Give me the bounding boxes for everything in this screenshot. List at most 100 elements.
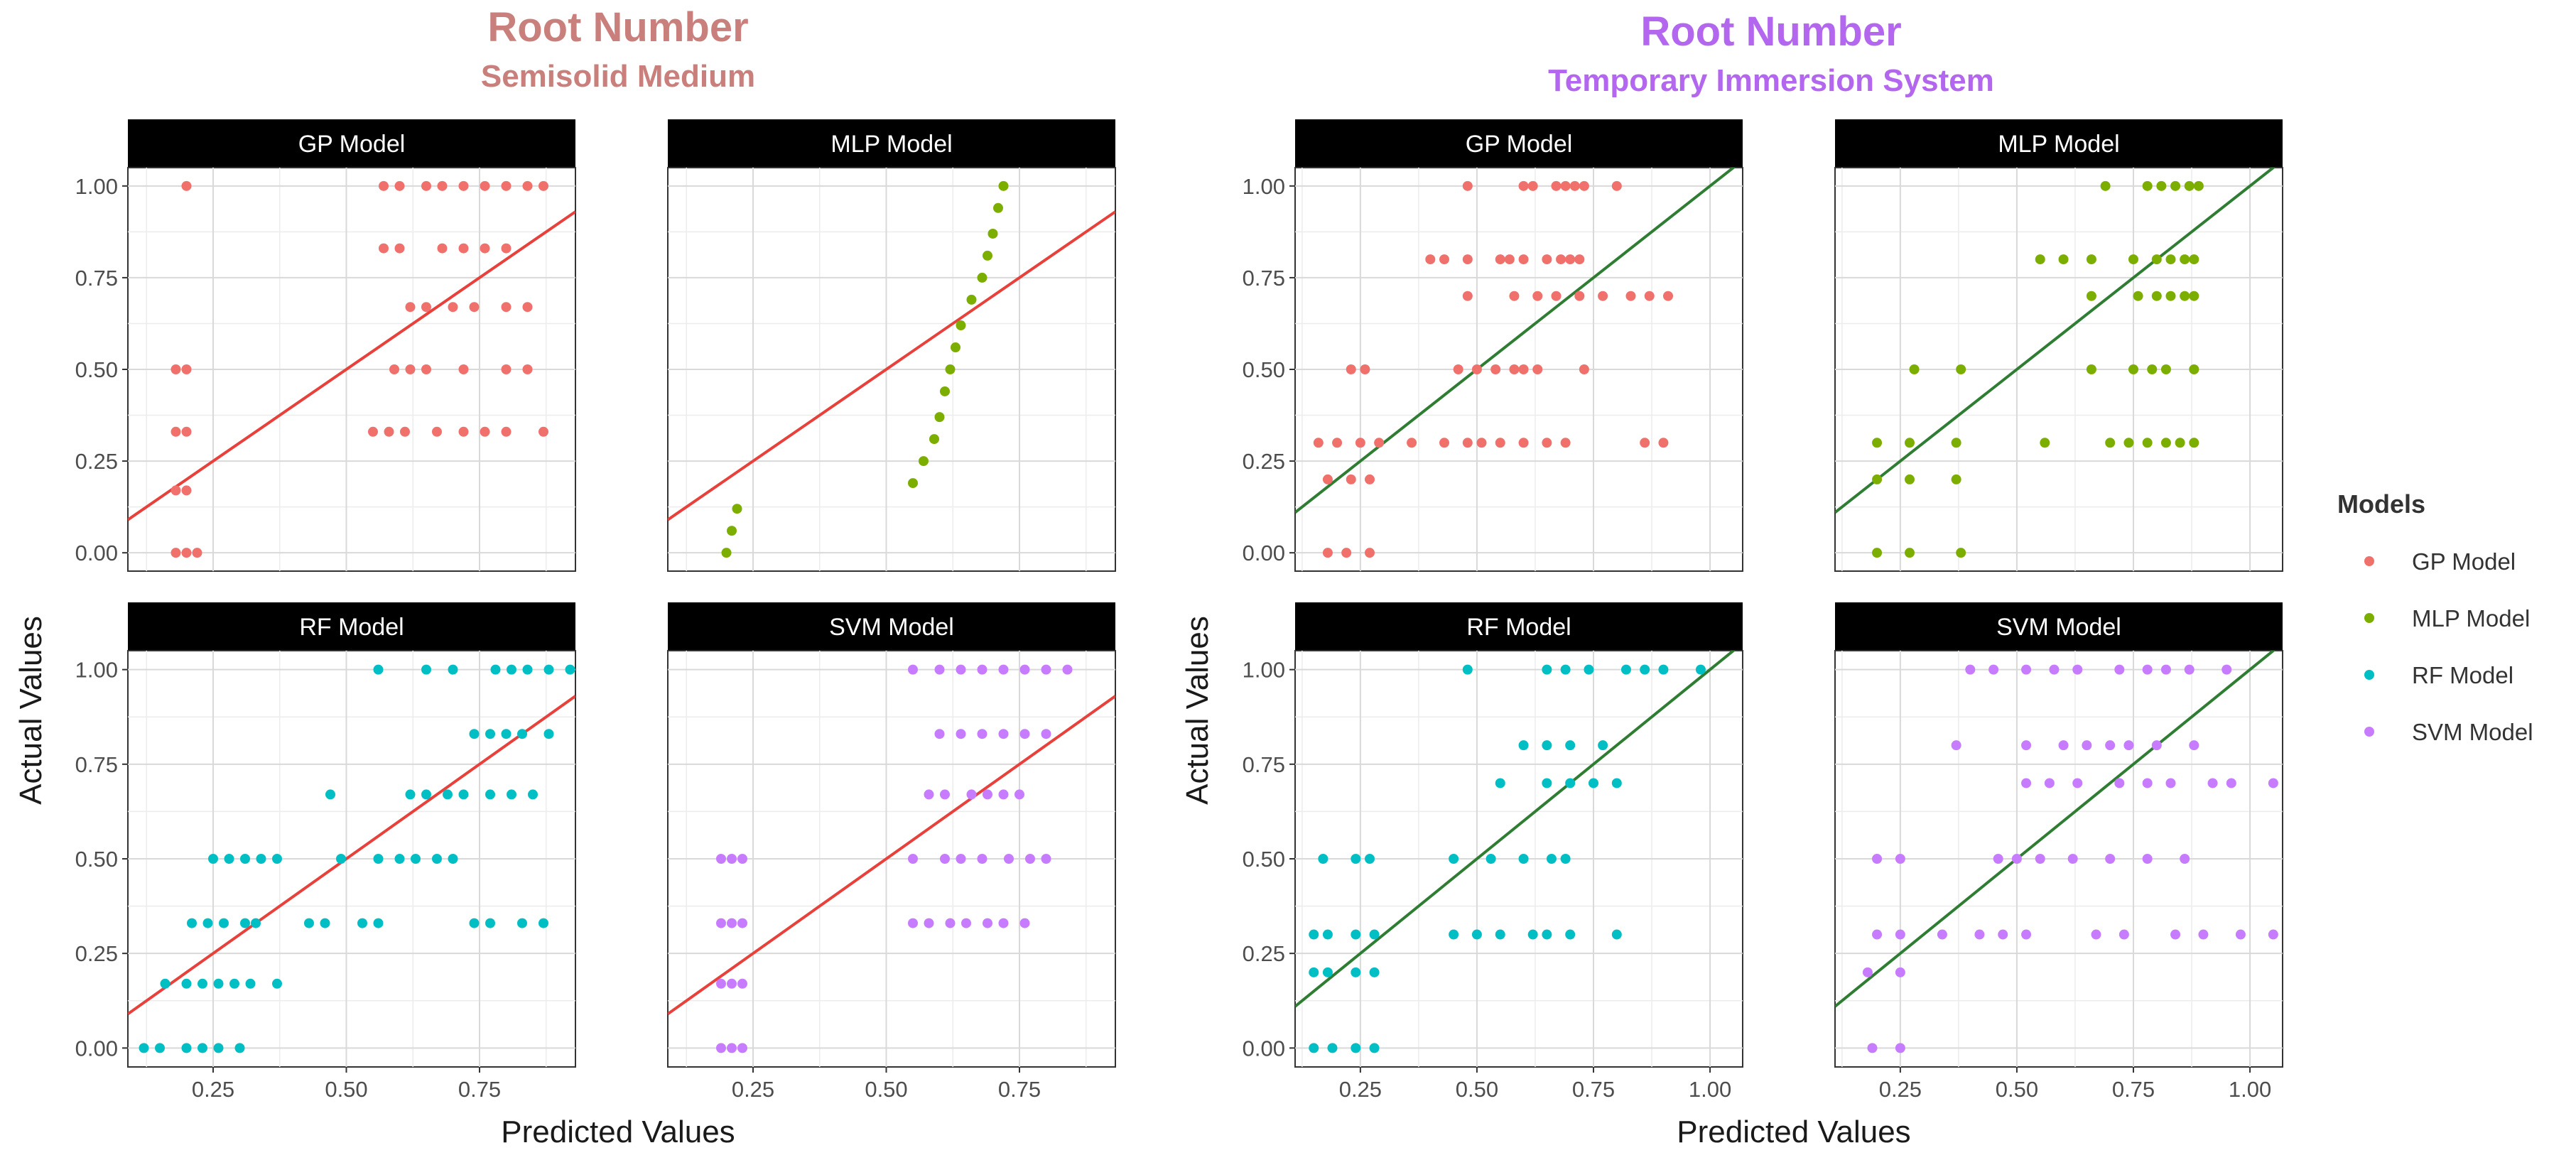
data-point <box>480 243 490 254</box>
data-point <box>432 426 442 437</box>
data-point <box>1327 1043 1338 1053</box>
data-point <box>1658 664 1669 675</box>
data-point <box>1895 967 1905 977</box>
panel-strip <box>1295 602 1743 651</box>
data-point <box>1579 364 1589 374</box>
data-point <box>1495 438 1505 448</box>
data-point <box>1532 364 1543 374</box>
data-point <box>485 789 495 800</box>
data-point <box>1867 1043 1878 1053</box>
data-point <box>501 302 512 313</box>
data-point <box>437 180 448 191</box>
data-point <box>934 729 945 739</box>
panel-strip <box>128 119 575 168</box>
panel-title: GP Model <box>1466 131 1573 158</box>
data-point <box>1041 729 1051 739</box>
fit-line <box>128 695 575 1016</box>
data-point <box>336 854 346 864</box>
y-tick-label: 0.50 <box>75 847 118 872</box>
data-point <box>1062 664 1073 675</box>
fit-line <box>1835 168 2276 514</box>
data-point <box>716 854 726 864</box>
data-point <box>197 978 207 989</box>
panel-strip <box>668 119 1115 168</box>
panel-title: MLP Model <box>1998 131 2119 158</box>
data-point <box>1574 254 1585 265</box>
data-point <box>1019 729 1030 739</box>
data-point <box>1004 854 1014 864</box>
data-point <box>181 364 192 374</box>
data-point <box>1462 438 1473 448</box>
data-point <box>394 180 405 191</box>
panel-strip <box>1835 119 2283 168</box>
data-point <box>737 854 747 864</box>
data-point <box>507 789 516 800</box>
legend-label: SVM Model <box>2412 719 2533 745</box>
data-point <box>458 789 469 800</box>
data-point <box>2091 929 2101 940</box>
data-point <box>181 426 192 437</box>
data-point <box>737 918 747 928</box>
data-point <box>908 854 918 864</box>
fit-line <box>128 210 575 521</box>
data-point <box>528 789 538 800</box>
data-point <box>977 729 987 739</box>
data-point <box>192 548 202 558</box>
data-point <box>1551 180 1562 191</box>
y-tick-label: 0.75 <box>75 752 118 777</box>
data-point <box>998 180 1009 191</box>
y-tick-label: 0.00 <box>75 1036 118 1061</box>
legend-key <box>2364 556 2374 566</box>
data-point <box>1905 474 1915 484</box>
data-point <box>1556 254 1566 265</box>
data-point <box>1560 664 1571 675</box>
panel-mlp: MLP Model <box>667 119 1116 572</box>
x-tick-label: 0.25 <box>192 1077 234 1102</box>
data-point <box>1532 291 1543 301</box>
data-point <box>1360 364 1370 374</box>
panel-rf: RF Model 0.00 0.25 0.50 0.75 1.00 0.25 0.50 0.75 <box>75 602 576 1102</box>
data-point <box>2128 364 2138 374</box>
data-point <box>1369 967 1380 977</box>
x-tick-label: 0.75 <box>2112 1077 2155 1102</box>
data-point <box>1542 929 1552 940</box>
data-point <box>1625 291 1636 301</box>
data-point <box>2086 254 2096 265</box>
data-point <box>1476 438 1487 448</box>
data-point <box>187 918 197 928</box>
data-point <box>908 918 918 928</box>
data-point <box>2021 929 2032 940</box>
data-point <box>919 456 929 467</box>
data-point <box>1905 548 1915 558</box>
data-point <box>2128 254 2138 265</box>
data-point <box>908 478 918 489</box>
data-point <box>1560 438 1571 448</box>
data-point <box>2221 664 2232 675</box>
data-point <box>2021 778 2032 788</box>
data-point <box>727 918 737 928</box>
data-point <box>1309 1043 1319 1053</box>
data-point <box>956 664 966 675</box>
data-point <box>1351 967 1361 977</box>
data-point <box>2142 778 2153 788</box>
x-tick-label: 1.00 <box>1689 1077 1731 1102</box>
data-point <box>171 426 181 437</box>
x-tick-label: 0.75 <box>1572 1077 1615 1102</box>
data-point <box>1658 438 1669 448</box>
data-point <box>543 729 554 739</box>
data-point <box>1365 548 1375 558</box>
data-point <box>2021 664 2032 675</box>
data-point <box>421 789 431 800</box>
data-point <box>181 548 192 558</box>
data-point <box>1565 254 1576 265</box>
data-point <box>1322 474 1333 484</box>
data-point <box>171 548 181 558</box>
panel-title: GP Model <box>298 131 406 158</box>
data-point <box>1462 664 1473 675</box>
data-point <box>2175 438 2185 448</box>
data-point <box>400 426 410 437</box>
data-point <box>1439 254 1449 265</box>
data-point <box>2160 438 2171 448</box>
data-point <box>1485 854 1496 864</box>
data-point <box>501 243 512 254</box>
